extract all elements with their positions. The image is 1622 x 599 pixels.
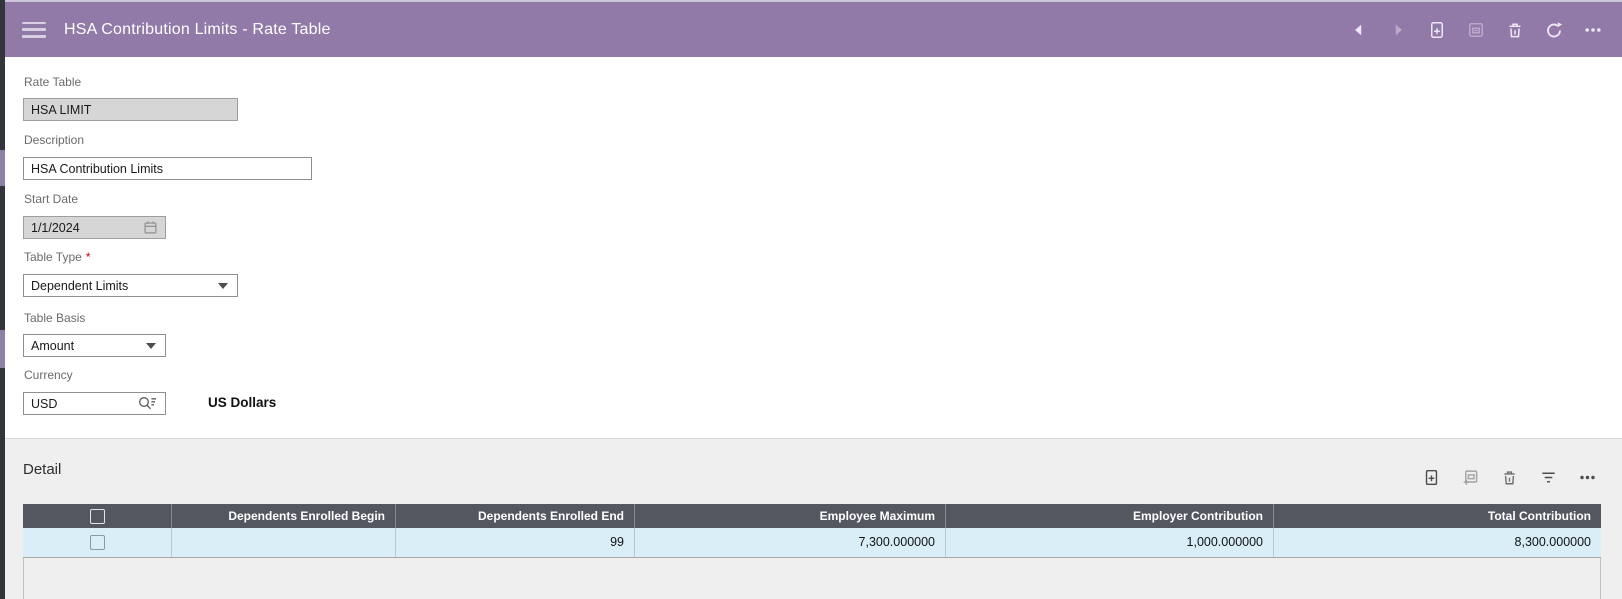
currency-input[interactable] (23, 392, 166, 415)
currency-description: US Dollars (208, 395, 277, 410)
app-header: HSA Contribution Limits - Rate Table (0, 0, 1622, 57)
forward-icon[interactable] (1389, 21, 1407, 39)
table-basis-value: Amount (31, 338, 75, 353)
column-header-total-contribution[interactable]: Total Contribution (1273, 504, 1601, 528)
delete-icon[interactable] (1506, 21, 1524, 39)
column-header-employer-contribution[interactable]: Employer Contribution (945, 504, 1273, 528)
required-marker: * (85, 250, 91, 264)
grid-header-row: Dependents Enrolled Begin Dependents Enr… (23, 504, 1601, 528)
cell-dependents-enrolled-end[interactable]: 99 (395, 528, 634, 557)
record-form: Rate Table Description Start Date Table … (5, 57, 1622, 438)
description-value[interactable] (24, 161, 311, 176)
detail-grid: Dependents Enrolled Begin Dependents Enr… (23, 504, 1601, 599)
sidebar-segment (0, 150, 5, 186)
filter-icon[interactable] (1540, 469, 1557, 486)
table-row[interactable]: 99 7,300.000000 1,000.000000 8,300.00000… (23, 528, 1601, 558)
cell-employer-contribution[interactable]: 1,000.000000 (945, 528, 1273, 557)
detail-panel: Detail (0, 438, 1622, 599)
delete-row-icon[interactable] (1501, 469, 1518, 486)
hamburger-menu-icon[interactable] (22, 21, 46, 38)
description-label: Description (24, 133, 85, 147)
new-row-icon[interactable] (1423, 469, 1440, 486)
currency-label: Currency (24, 368, 73, 382)
cell-employee-maximum[interactable]: 7,300.000000 (634, 528, 945, 557)
select-all-checkbox[interactable] (89, 508, 105, 524)
ellipsis-icon[interactable] (1579, 469, 1596, 486)
rate-table-value (24, 102, 237, 117)
save-icon[interactable] (1467, 21, 1485, 39)
sidebar-segment (0, 330, 5, 368)
table-type-label-text: Table Type (24, 250, 82, 264)
column-header-dependents-enrolled-end[interactable]: Dependents Enrolled End (395, 504, 634, 528)
grid-empty-area (23, 558, 1601, 599)
start-date-label: Start Date (24, 192, 79, 206)
start-date-value (24, 220, 143, 235)
detail-toolbar (1423, 469, 1596, 486)
row-checkbox[interactable] (89, 535, 105, 550)
table-type-label: Table Type * (24, 250, 91, 264)
rate-table-label: Rate Table (24, 75, 82, 89)
currency-value[interactable] (24, 396, 138, 411)
chevron-down-icon[interactable] (146, 342, 156, 349)
column-header-dependents-enrolled-begin[interactable]: Dependents Enrolled Begin (171, 504, 395, 528)
rate-table-input (23, 98, 238, 121)
back-icon[interactable] (1350, 21, 1368, 39)
table-type-select[interactable]: Dependent Limits (23, 274, 238, 297)
calendar-icon (143, 220, 158, 235)
chevron-down-icon[interactable] (218, 282, 228, 289)
description-input[interactable] (23, 157, 312, 180)
refresh-icon[interactable] (1545, 21, 1563, 39)
header-toolbar (1350, 21, 1622, 39)
detail-title: Detail (23, 461, 62, 478)
lookup-icon[interactable] (138, 396, 158, 411)
table-basis-label: Table Basis (24, 311, 86, 325)
cell-total-contribution[interactable]: 8,300.000000 (1273, 528, 1601, 557)
table-basis-select[interactable]: Amount (23, 334, 166, 357)
cell-dependents-enrolled-begin[interactable] (171, 528, 395, 557)
save-new-row-icon[interactable] (1462, 469, 1479, 486)
start-date-input (23, 216, 166, 239)
collapsed-sidebar (0, 0, 5, 599)
table-type-value: Dependent Limits (31, 278, 129, 293)
column-header-employee-maximum[interactable]: Employee Maximum (634, 504, 945, 528)
ellipsis-icon[interactable] (1584, 21, 1602, 39)
page-title: HSA Contribution Limits - Rate Table (64, 20, 331, 38)
new-document-icon[interactable] (1428, 21, 1446, 39)
